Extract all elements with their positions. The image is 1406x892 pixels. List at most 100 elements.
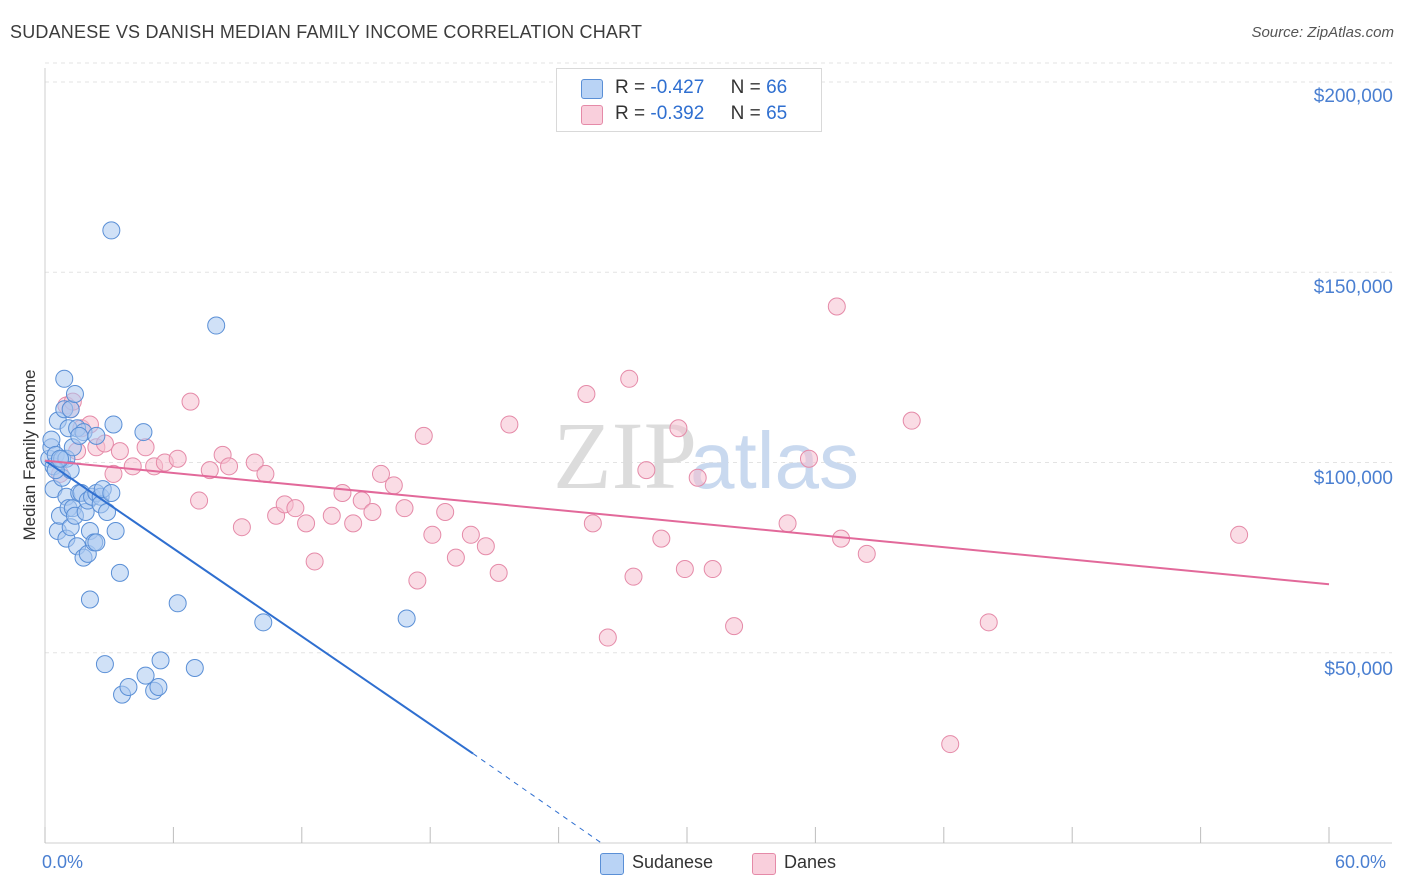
danes-point — [423, 525, 442, 544]
danes-point — [322, 506, 341, 525]
danes-point — [598, 628, 617, 647]
danes-point — [110, 442, 129, 461]
sudanese-point — [151, 651, 170, 670]
danes-point — [436, 502, 455, 521]
danes-point — [624, 567, 643, 586]
sudanese-point — [119, 678, 138, 696]
danes-point — [408, 571, 427, 590]
y-tick-label: $100,000 — [1313, 468, 1393, 489]
legend-label: Danes — [784, 852, 837, 872]
danes-point — [778, 514, 797, 533]
sudanese-point — [61, 400, 80, 419]
danes-point — [305, 552, 324, 571]
sudanese-trend-line — [44, 459, 474, 755]
gridlines — [45, 62, 1392, 654]
danes-point — [620, 369, 639, 388]
danes-point — [461, 525, 480, 544]
source-credit: Source: ZipAtlas.com — [1251, 24, 1394, 41]
danes-point — [384, 476, 403, 495]
danes-point — [220, 457, 239, 476]
danes-swatch — [752, 853, 776, 875]
r-value: -0.427 — [650, 77, 705, 98]
sudanese-point — [168, 594, 187, 613]
danes-point — [168, 449, 187, 468]
chart-title: SUDANESE VS DANISH MEDIAN FAMILY INCOME … — [10, 22, 643, 42]
sudanese-point — [50, 449, 69, 468]
sudanese-point — [207, 316, 226, 335]
danes-point — [675, 560, 694, 579]
sudanese-point — [70, 426, 89, 445]
n-label: N = — [730, 103, 761, 124]
y-tick-label: $200,000 — [1313, 86, 1393, 107]
sudanese-point — [104, 415, 123, 434]
watermark-atlas: atlas — [690, 416, 859, 505]
danes-point — [256, 464, 275, 483]
danes-point — [725, 617, 744, 636]
r-value: -0.392 — [650, 103, 705, 124]
danes-point — [395, 499, 414, 518]
danes-point — [902, 411, 921, 430]
y-tick-label: $150,000 — [1313, 277, 1393, 298]
danes-point — [476, 537, 495, 556]
danes-point — [827, 297, 846, 316]
danes-point — [979, 613, 998, 632]
danes-point — [688, 468, 707, 487]
sudanese-point — [185, 658, 204, 677]
danes-point — [104, 464, 123, 483]
sudanese-points — [40, 221, 416, 704]
danes-point — [371, 464, 390, 483]
danes-point — [344, 514, 363, 533]
danes-point — [232, 518, 251, 537]
danes-point — [181, 392, 200, 411]
danes-point — [669, 419, 688, 438]
sudanese-point — [87, 426, 106, 445]
sudanese-trend-extension — [472, 753, 602, 844]
sudanese-point — [87, 533, 106, 552]
danes-point — [799, 449, 818, 468]
danes-point — [583, 514, 602, 533]
danes-point — [446, 548, 465, 567]
legend-label: Sudanese — [632, 852, 714, 872]
danes-points — [50, 297, 1249, 754]
sudanese-point — [95, 655, 114, 674]
n-value: 66 — [766, 77, 788, 98]
danes-point — [190, 491, 209, 510]
danes-point — [333, 483, 352, 502]
sudanese-point — [65, 385, 84, 404]
sudanese-point — [254, 613, 273, 632]
danes-point — [637, 461, 656, 480]
danes-point — [1230, 525, 1249, 544]
danes-swatch — [581, 105, 603, 125]
sudanese-point — [136, 666, 155, 685]
danes-point — [577, 385, 596, 404]
sudanese-point — [110, 563, 129, 582]
danes-point — [200, 461, 219, 480]
sudanese-point — [149, 678, 168, 696]
sudanese-swatch — [600, 853, 624, 875]
danes-point — [123, 457, 142, 476]
danes-point — [414, 426, 433, 445]
danes-point — [297, 514, 316, 533]
sudanese-point — [42, 430, 61, 449]
sudanese-swatch — [581, 79, 603, 99]
r-label: R = — [615, 77, 646, 98]
danes-point — [652, 529, 671, 548]
x-tick-label-min: 0.0% — [42, 852, 84, 872]
n-label: N = — [730, 77, 761, 98]
danes-trend-line — [44, 459, 1330, 586]
correlation-legend: R = -0.427 N = 66 R = -0.392 N = 65 — [556, 68, 822, 132]
n-value: 65 — [766, 103, 788, 124]
sudanese-point — [102, 221, 121, 240]
sudanese-point — [397, 609, 416, 628]
danes-point — [286, 499, 305, 518]
sudanese-point — [134, 423, 153, 442]
sudanese-point — [55, 369, 74, 388]
danes-point — [245, 453, 264, 472]
danes-point — [489, 563, 508, 582]
y-axis-label: Median Family Income — [20, 369, 39, 541]
danes-point — [941, 735, 960, 754]
danes-point — [136, 438, 155, 457]
danes-point — [500, 415, 519, 434]
danes-point — [363, 502, 382, 521]
